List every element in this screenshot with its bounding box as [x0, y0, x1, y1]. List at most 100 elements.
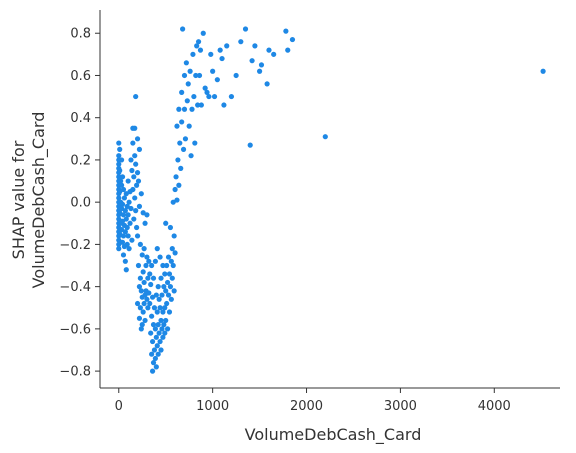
scatter-point [258, 62, 265, 68]
scatter-point [210, 68, 216, 74]
scatter-point [122, 258, 128, 264]
scatter-point [155, 284, 161, 290]
scatter-point [133, 161, 139, 167]
scatter-point [156, 296, 162, 302]
scatter-point [143, 262, 149, 269]
scatter-point [124, 241, 130, 248]
scatter-point [122, 229, 128, 235]
scatter-point [181, 72, 188, 79]
x-axis-label: VolumeDebCash_Card [245, 425, 422, 445]
scatter-point [125, 212, 131, 218]
scatter-point [151, 347, 158, 353]
scatter-point [211, 93, 218, 100]
scatter-point [153, 364, 159, 370]
scatter-point [141, 300, 147, 307]
scatter-point [172, 186, 178, 193]
scatter-point [180, 26, 186, 32]
scatter-point [219, 55, 225, 62]
scatter-point [141, 246, 147, 252]
scatter-point [132, 153, 138, 159]
scatter-point [118, 178, 124, 184]
scatter-point [179, 89, 185, 95]
scatter-point [118, 157, 125, 163]
scatter-point [163, 288, 169, 294]
y-axis-label-line-1: SHAP value for [9, 140, 28, 259]
scatter-point [158, 317, 164, 324]
scatter-point [152, 326, 158, 332]
scatter-point [130, 140, 136, 146]
scatter-point [144, 254, 150, 260]
scatter-point [138, 288, 144, 294]
axes [99, 10, 560, 389]
scatter-point [192, 140, 198, 146]
scatter-point [195, 102, 201, 108]
scatter-point [116, 195, 122, 201]
scatter-point [266, 47, 272, 53]
x-tick-label: 2000 [290, 399, 323, 414]
scatter-point [153, 292, 159, 298]
y-ticks: −0.8 −0.6 −0.4 −0.2 0.0 0.2 0.4 0.6 0.8 [59, 27, 100, 380]
scatter-point [163, 220, 169, 226]
scatter-point [122, 208, 128, 214]
scatter-point [149, 338, 156, 345]
scatter-point [161, 322, 167, 328]
scatter-point [152, 355, 158, 362]
scatter-point [132, 125, 138, 131]
scatter-point [151, 305, 158, 311]
scatter-point [193, 72, 199, 79]
scatter-point [136, 203, 143, 209]
scatter-point [224, 43, 230, 49]
scatter-point [195, 39, 202, 45]
scatter-point [217, 47, 223, 53]
scatter-point [198, 102, 204, 108]
scatter-point [200, 30, 206, 36]
scatter-point [164, 300, 170, 307]
scatter-point [135, 178, 142, 184]
scatter-point [187, 68, 193, 74]
scatter-point [134, 300, 141, 307]
scatter-point [120, 186, 127, 193]
scatter-point [177, 140, 183, 146]
y-tick-label: −0.2 [59, 238, 91, 253]
scatter-point [133, 93, 139, 100]
scatter-point [136, 146, 143, 152]
scatter-point [134, 233, 141, 239]
scatter-point [140, 309, 146, 315]
scatter-point [119, 201, 126, 207]
scatter-point [137, 275, 143, 281]
scatter-point [174, 197, 180, 203]
scatter-point [150, 360, 157, 366]
scatter-point [154, 309, 160, 315]
scatter-point [121, 195, 128, 201]
scatter-point [165, 292, 172, 298]
scatter-point [131, 174, 137, 180]
scatter-point [118, 182, 125, 188]
scatter-point [173, 174, 179, 180]
y-tick-label: 0.4 [70, 111, 91, 126]
scatter-point [264, 81, 270, 87]
scatter-point [147, 300, 153, 307]
scatter-point [184, 98, 190, 104]
scatter-point [130, 186, 136, 193]
scatter-point [247, 142, 253, 148]
scatter-point [136, 284, 143, 290]
scatter-point [171, 233, 177, 239]
scatter-point [133, 208, 139, 214]
scatter-point [271, 51, 277, 57]
scatter-point [202, 85, 208, 91]
scatter-point [146, 258, 152, 264]
scatter-point [154, 343, 160, 349]
scatter-point [126, 199, 132, 205]
scatter-point [159, 292, 165, 298]
scatter-point [134, 136, 141, 142]
scatter-point [196, 72, 203, 79]
scatter-point [153, 334, 159, 340]
scatter-point [170, 262, 176, 269]
x-tick-label: 0 [115, 399, 123, 414]
scatter-point [322, 134, 328, 140]
scatter-point [185, 81, 191, 87]
scatter-point [540, 68, 546, 74]
scatter-point [175, 157, 181, 163]
scatter-point [132, 195, 138, 201]
scatter-point [176, 106, 182, 112]
